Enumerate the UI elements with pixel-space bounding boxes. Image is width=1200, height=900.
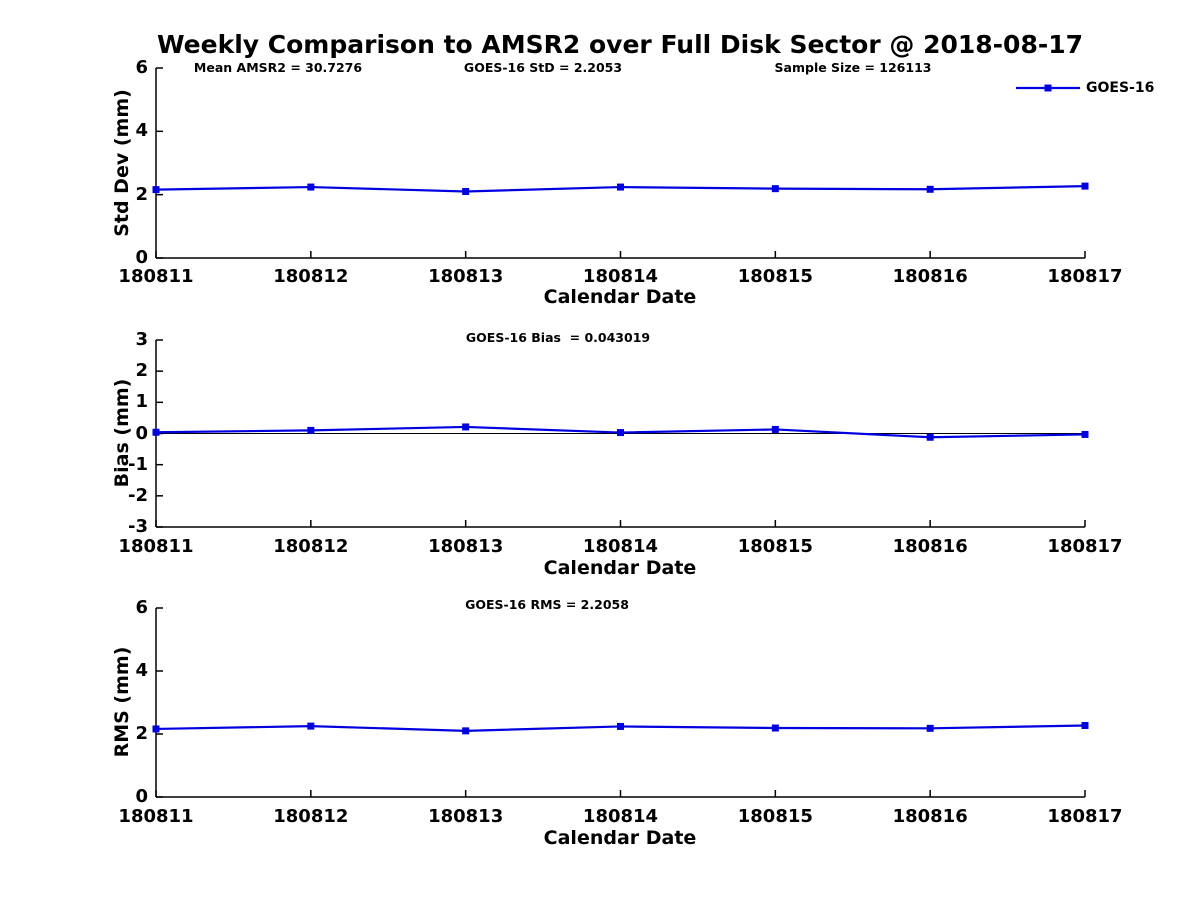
x-tick-label: 180813	[428, 266, 504, 287]
legend-label: GOES-16	[1086, 80, 1155, 96]
data-marker	[771, 425, 779, 433]
data-marker	[617, 183, 624, 191]
data-marker	[152, 428, 160, 436]
x-tick-label: 180815	[737, 806, 813, 827]
y-tick-label: 3	[135, 329, 148, 350]
x-tick-label: 180817	[1047, 266, 1123, 287]
data-marker	[152, 725, 160, 733]
y-tick-label: -3	[128, 516, 148, 537]
y-tick-label: 1	[135, 391, 148, 413]
x-tick-label: 180815	[737, 266, 813, 287]
y-axis-label-std-dev: Std Dev (mm)	[111, 89, 133, 237]
data-marker	[926, 433, 934, 441]
x-tick-label: 180811	[118, 536, 194, 557]
x-tick-label: 180816	[892, 266, 968, 287]
y-tick-label: -1	[128, 453, 148, 475]
data-marker	[1081, 721, 1089, 729]
data-marker	[307, 722, 315, 730]
figure-title: Weekly Comparison to AMSR2 over Full Dis…	[156, 30, 1084, 59]
x-tick-label: 180815	[737, 536, 813, 557]
data-marker	[771, 185, 779, 193]
x-tick-label: 180812	[273, 266, 349, 287]
data-marker	[462, 188, 470, 195]
y-tick-label: 2	[135, 723, 148, 744]
y-tick-label: 0	[135, 422, 148, 444]
x-tick-label: 180811	[118, 266, 194, 287]
annotation-sample-size: Sample Size = 126113	[774, 60, 932, 75]
y-tick-label: -2	[128, 484, 148, 506]
data-marker	[771, 724, 779, 732]
data-marker	[617, 722, 624, 730]
y-tick-label: 0	[135, 786, 148, 807]
y-tick-label: 2	[135, 360, 148, 382]
x-axis-label-3: Calendar Date	[543, 827, 697, 849]
y-tick-label: 2	[135, 183, 148, 205]
y-tick-label: 4	[135, 120, 148, 142]
data-marker	[926, 724, 934, 732]
x-axis-label-2: Calendar Date	[543, 557, 697, 579]
data-marker	[617, 429, 624, 437]
annotation-goes16-std: GOES-16 StD = 2.2053	[463, 60, 623, 75]
x-tick-label: 180814	[582, 266, 659, 287]
x-tick-label: 180817	[1047, 806, 1123, 827]
x-tick-label: 180816	[892, 806, 968, 827]
data-marker	[926, 185, 934, 193]
x-tick-label: 180816	[892, 536, 968, 557]
y-tick-label: 0	[135, 247, 148, 268]
data-marker	[307, 426, 315, 434]
data-marker	[307, 183, 315, 191]
x-tick-label: 180817	[1047, 536, 1123, 557]
y-tick-label: 6	[135, 597, 148, 618]
x-tick-label: 180813	[428, 806, 504, 827]
data-marker	[152, 186, 160, 194]
x-tick-label: 180814	[582, 536, 659, 557]
x-tick-label: 180812	[273, 536, 349, 557]
data-marker	[1081, 430, 1089, 438]
data-marker	[462, 727, 470, 735]
x-tick-label: 180812	[273, 806, 349, 827]
annotation-goes16-rms: GOES-16 RMS = 2.2058	[465, 597, 629, 612]
data-marker	[462, 423, 470, 431]
x-axis-label-1: Calendar Date	[543, 286, 697, 308]
x-tick-label: 180813	[428, 536, 504, 557]
annotation-mean-amsr2: Mean AMSR2 = 30.7276	[193, 60, 363, 75]
x-tick-label: 180811	[118, 806, 194, 827]
annotation-goes16-bias: GOES-16 Bias = 0.043019	[465, 330, 651, 345]
x-tick-label: 180814	[582, 806, 659, 827]
data-marker	[1081, 182, 1089, 190]
legend-marker-sample	[1044, 84, 1052, 92]
y-tick-label: 6	[135, 57, 148, 78]
y-tick-label: 4	[135, 660, 148, 681]
